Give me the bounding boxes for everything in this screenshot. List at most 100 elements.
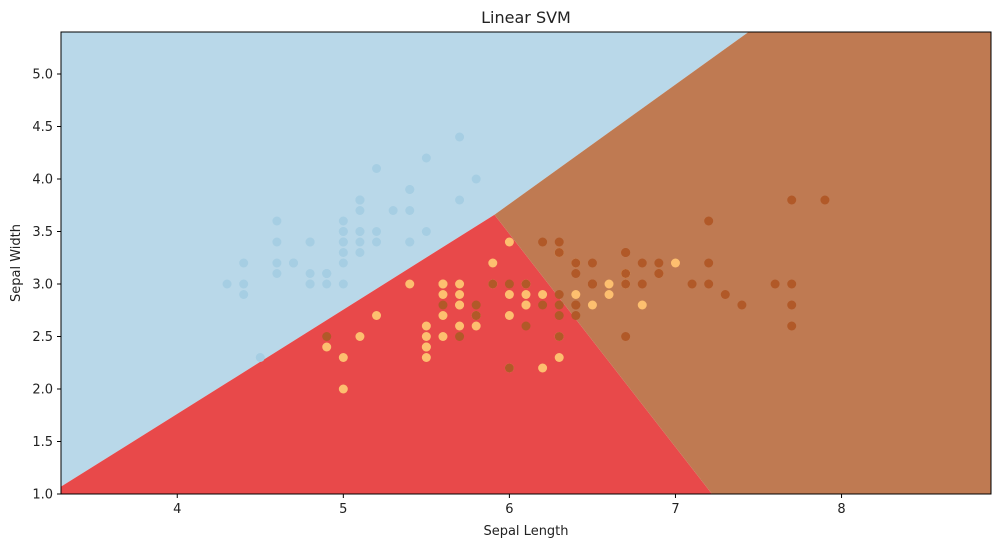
point-class-0 bbox=[355, 227, 365, 236]
point-class-2 bbox=[737, 300, 747, 310]
point-class-1 bbox=[421, 342, 431, 352]
point-class-1 bbox=[372, 311, 382, 320]
point-class-0 bbox=[239, 279, 249, 289]
region-class-2 bbox=[494, 32, 991, 494]
plot-frame bbox=[60, 31, 992, 495]
y-axis: 1.0 1.5 2.0 2.5 3.0 3.5 4.0 4.5 5.0 bbox=[32, 68, 61, 503]
point-class-0 bbox=[405, 185, 415, 194]
x-tick-label: 7 bbox=[671, 502, 679, 517]
point-class-0 bbox=[355, 237, 365, 247]
point-class-0 bbox=[272, 269, 282, 278]
point-class-2 bbox=[554, 248, 564, 257]
point-class-1 bbox=[488, 258, 498, 268]
point-class-2 bbox=[504, 279, 514, 289]
point-class-2 bbox=[654, 258, 664, 268]
point-class-2 bbox=[637, 258, 647, 268]
point-class-2 bbox=[521, 279, 531, 289]
point-class-1 bbox=[338, 384, 348, 394]
y-tick-label: 3.0 bbox=[32, 278, 53, 293]
point-class-2 bbox=[554, 332, 564, 341]
point-class-2 bbox=[770, 279, 780, 289]
point-class-1 bbox=[455, 279, 465, 289]
y-tick-label: 2.0 bbox=[32, 383, 53, 398]
point-class-2 bbox=[704, 279, 714, 289]
point-class-1 bbox=[521, 300, 531, 310]
point-class-2 bbox=[571, 269, 581, 278]
point-class-0 bbox=[239, 258, 249, 268]
point-class-1 bbox=[670, 258, 680, 268]
point-class-0 bbox=[338, 216, 348, 226]
point-class-0 bbox=[305, 279, 315, 289]
point-class-1 bbox=[421, 321, 431, 331]
point-class-2 bbox=[571, 311, 581, 320]
point-class-0 bbox=[421, 227, 431, 236]
point-class-1 bbox=[405, 279, 415, 289]
point-class-0 bbox=[272, 216, 282, 226]
y-tick-label: 5.0 bbox=[32, 68, 53, 83]
point-class-2 bbox=[787, 195, 797, 205]
point-class-2 bbox=[621, 279, 631, 289]
point-class-1 bbox=[338, 353, 348, 362]
point-class-2 bbox=[687, 279, 697, 289]
region-class-0 bbox=[61, 32, 749, 487]
point-class-2 bbox=[471, 311, 481, 320]
point-class-0 bbox=[338, 279, 348, 289]
point-class-1 bbox=[471, 321, 481, 331]
point-class-0 bbox=[338, 248, 348, 257]
point-class-1 bbox=[587, 300, 597, 310]
point-class-2 bbox=[538, 300, 548, 310]
point-class-2 bbox=[787, 321, 797, 331]
point-class-2 bbox=[554, 290, 564, 299]
y-tick-label: 1.5 bbox=[32, 435, 53, 450]
point-class-1 bbox=[455, 290, 465, 299]
point-class-0 bbox=[305, 237, 315, 247]
point-class-2 bbox=[504, 363, 514, 373]
point-class-2 bbox=[587, 258, 597, 268]
point-class-2 bbox=[621, 248, 631, 257]
point-class-0 bbox=[455, 195, 465, 205]
point-class-0 bbox=[471, 174, 481, 184]
point-class-0 bbox=[388, 206, 398, 215]
point-class-2 bbox=[538, 237, 548, 247]
y-tick-label: 1.0 bbox=[32, 488, 53, 503]
point-class-0 bbox=[255, 353, 265, 362]
point-class-0 bbox=[305, 269, 315, 278]
y-axis-label: Sepal Width bbox=[9, 224, 24, 302]
point-class-1 bbox=[538, 290, 548, 299]
point-class-2 bbox=[621, 332, 631, 341]
point-class-1 bbox=[455, 321, 465, 331]
point-class-0 bbox=[322, 279, 332, 289]
region-class-1 bbox=[61, 214, 712, 494]
point-class-0 bbox=[289, 258, 298, 268]
point-class-0 bbox=[405, 206, 415, 215]
y-tick-label: 4.0 bbox=[32, 173, 53, 188]
point-class-0 bbox=[272, 237, 282, 247]
point-class-2 bbox=[571, 300, 581, 310]
x-axis: 4 5 6 7 8 bbox=[173, 494, 846, 517]
point-class-0 bbox=[372, 227, 382, 236]
point-class-1 bbox=[604, 279, 614, 289]
point-class-2 bbox=[704, 258, 714, 268]
chart-title: Linear SVM bbox=[481, 8, 571, 27]
scatter-points bbox=[222, 132, 830, 394]
point-class-0 bbox=[338, 237, 348, 247]
point-class-2 bbox=[554, 311, 564, 320]
point-class-0 bbox=[421, 153, 431, 163]
point-class-1 bbox=[554, 353, 564, 362]
point-class-2 bbox=[704, 216, 714, 226]
decision-regions bbox=[61, 32, 991, 494]
point-class-0 bbox=[239, 290, 249, 299]
point-class-0 bbox=[272, 258, 282, 268]
point-class-1 bbox=[355, 332, 365, 341]
point-class-1 bbox=[604, 290, 614, 299]
point-class-1 bbox=[538, 363, 548, 373]
point-class-2 bbox=[787, 279, 797, 289]
point-class-0 bbox=[355, 195, 365, 205]
y-tick-label: 3.5 bbox=[32, 225, 53, 240]
x-tick-label: 8 bbox=[837, 502, 845, 517]
point-class-1 bbox=[504, 311, 514, 320]
point-class-0 bbox=[372, 237, 382, 247]
point-class-2 bbox=[720, 290, 730, 299]
point-class-1 bbox=[421, 332, 431, 341]
